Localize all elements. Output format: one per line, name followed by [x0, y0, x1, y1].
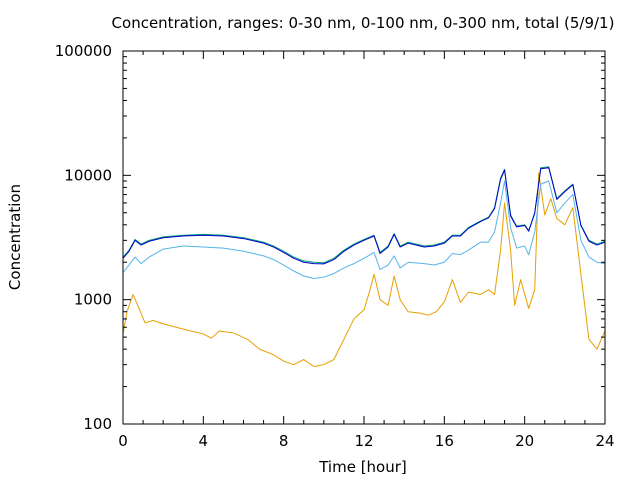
y-tick-label: 10000 [64, 166, 112, 184]
y-tick-label: 100000 [55, 42, 112, 60]
series-line-3 [122, 166, 606, 264]
x-tick-label: 24 [595, 432, 614, 450]
chart-title: Concentration, ranges: 0-30 nm, 0-100 nm… [112, 14, 615, 32]
tick-layer: 0 4 8 12 16 20 24 100 1000 10000 100000 [55, 42, 615, 450]
x-axis-label: Time [hour] [318, 458, 407, 476]
y-tick-label: 1000 [74, 291, 112, 309]
y-axis-label: Concentration [6, 184, 24, 290]
series-line-1 [122, 172, 606, 368]
plot-frame [122, 50, 606, 425]
x-tick-label: 4 [199, 432, 209, 450]
x-tick-label: 0 [118, 432, 128, 450]
x-tick-label: 16 [435, 432, 454, 450]
x-tick-label: 8 [279, 432, 289, 450]
x-tick-label: 12 [354, 432, 373, 450]
y-tick-label: 100 [83, 415, 112, 433]
series-layer [122, 166, 606, 368]
series-line-2 [122, 180, 606, 279]
series-line-4 [122, 167, 606, 265]
x-tick-label: 20 [515, 432, 534, 450]
